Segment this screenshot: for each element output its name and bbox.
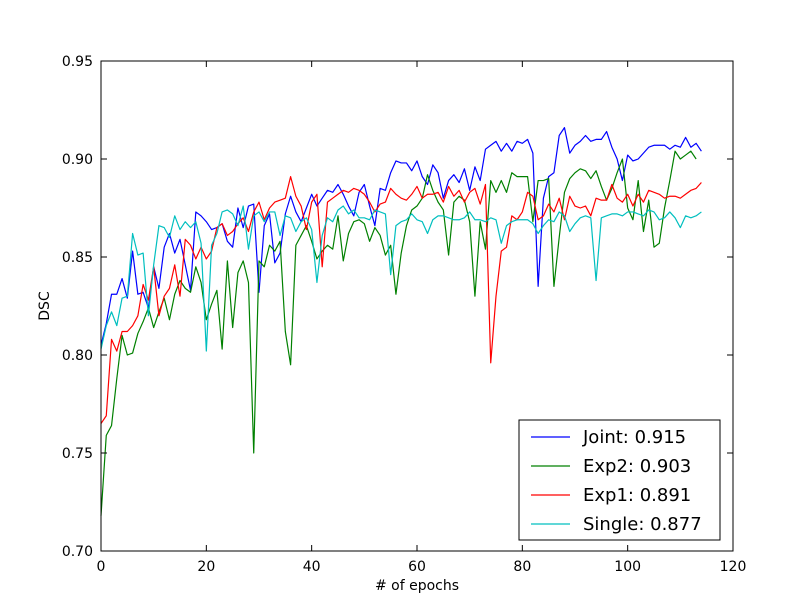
x-tick-label: 120 <box>720 559 747 575</box>
legend: Joint: 0.915 Exp2: 0.903 Exp1: 0.891 Single… <box>518 419 721 541</box>
x-tick-label: 60 <box>408 559 426 575</box>
legend-label: Exp2: 0.903 <box>583 456 691 477</box>
legend-label: Single: 0.877 <box>583 514 702 535</box>
x-tick-label: 20 <box>197 559 215 575</box>
y-tick-label: 0.85 <box>62 250 93 266</box>
x-tick-label: 80 <box>513 559 531 575</box>
legend-label: Joint: 0.915 <box>582 427 686 448</box>
legend-box <box>518 419 721 541</box>
series-line-3 <box>100 205 702 352</box>
y-tick-label: 0.75 <box>62 446 93 462</box>
series-line-1 <box>100 150 697 516</box>
y-tick-label: 0.70 <box>62 544 93 560</box>
x-axis-label: # of epochs <box>375 578 459 594</box>
x-tick-label: 0 <box>97 559 106 575</box>
legend-label: Exp1: 0.891 <box>583 485 691 506</box>
axis-ticks: 0 20 40 60 80 100 120 0.70 0.75 0.80 0.85 0.90 0.95 <box>62 54 747 575</box>
y-axis-label: DSC <box>37 291 53 321</box>
y-tick-label: 0.95 <box>62 54 93 70</box>
x-tick-label: 100 <box>614 559 641 575</box>
x-tick-label: 40 <box>303 559 321 575</box>
plot-lines <box>100 127 702 516</box>
y-tick-label: 0.80 <box>62 348 93 364</box>
y-tick-label: 0.90 <box>62 152 93 168</box>
legend-items: Joint: 0.915 Exp2: 0.903 Exp1: 0.891 Single… <box>531 427 702 535</box>
series-line-0 <box>100 127 702 346</box>
